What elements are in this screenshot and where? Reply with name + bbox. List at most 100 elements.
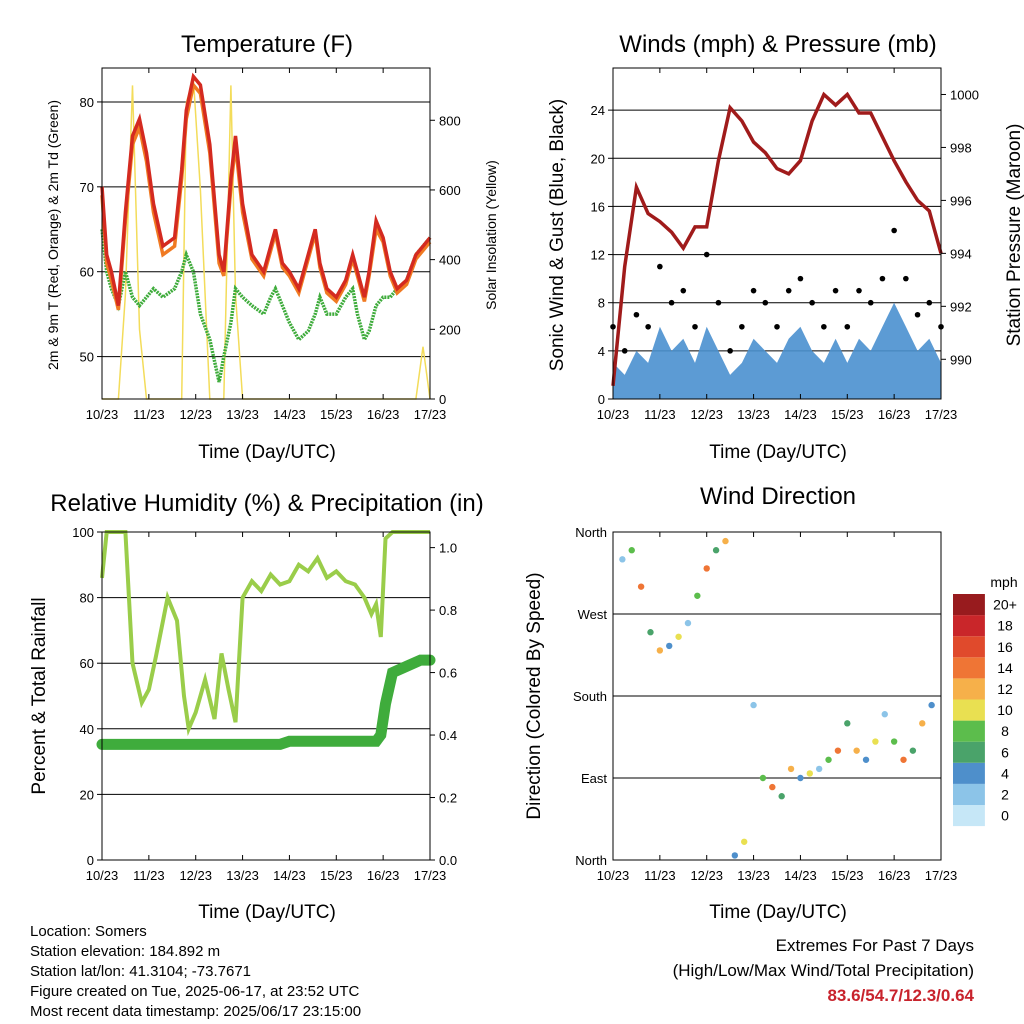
y2-tick-label: 998 — [950, 140, 972, 155]
direction-point — [834, 747, 842, 754]
humidity-marks — [96, 530, 436, 750]
y-tick-label: East — [581, 771, 607, 786]
direction-point — [684, 619, 692, 627]
x-tick-label: 13/23 — [226, 407, 259, 422]
y2-tick-label: 990 — [950, 352, 972, 367]
direction-point — [890, 738, 898, 745]
gust-point — [692, 323, 698, 330]
direction-panel: Wind Direction Time (Day/UTC) Direction … — [524, 483, 1018, 923]
y-tick-label: North — [575, 525, 607, 540]
x-tick-label: 15/23 — [320, 868, 353, 883]
colorbar-swatch — [953, 594, 985, 616]
humidity-xlabel: Time (Day/UTC) — [198, 902, 336, 923]
colorbar-swatch — [953, 678, 985, 700]
winds-ticks: 10/23 11/23 12/23 13/23 14/23 15/23 16/23 17/23… — [591, 68, 979, 422]
extremes-values: 83.6/54.7/12.3/0.64 — [827, 986, 974, 1005]
direction-point — [872, 738, 879, 745]
direction-ylabel-left: Direction (Colored By Speed) — [524, 572, 545, 819]
x-tick-label: 11/23 — [644, 407, 676, 422]
colorbar-label: 4 — [1001, 765, 1009, 781]
y-tick-label: 80 — [80, 95, 94, 110]
y-tick-label: West — [578, 607, 608, 622]
humidity-frame — [101, 531, 431, 861]
x-tick-label: 16/23 — [878, 868, 911, 883]
direction-point — [909, 747, 917, 754]
y2-tick-label: 0.4 — [439, 728, 457, 743]
x-tick-label: 13/23 — [737, 407, 770, 422]
direction-point — [731, 852, 739, 859]
location-text: Location: Somers — [30, 923, 147, 940]
y-tick-label: 4 — [598, 344, 605, 359]
colorbar-swatch — [953, 741, 985, 763]
direction-point — [694, 592, 701, 599]
colorbar-swatch — [953, 783, 985, 805]
colorbar-label: 18 — [997, 618, 1013, 634]
direction-point — [703, 565, 710, 572]
direction-xlabel: Time (Day/UTC) — [709, 902, 847, 923]
x-tick-label: 12/23 — [690, 407, 723, 422]
gust-point — [856, 287, 862, 294]
gust-point — [844, 323, 851, 330]
gust-point — [867, 299, 874, 306]
x-tick-label: 10/23 — [597, 868, 630, 883]
x-tick-label: 12/23 — [690, 868, 723, 883]
temperature-xlabel: Time (Day/UTC) — [198, 442, 336, 463]
direction-title: Wind Direction — [700, 483, 856, 510]
x-tick-label: 16/23 — [367, 407, 400, 422]
y2-tick-label: 0 — [439, 392, 446, 407]
y-tick-label: 12 — [591, 248, 605, 263]
gust-point — [879, 275, 886, 282]
direction-point — [919, 720, 926, 727]
direction-point — [769, 783, 776, 791]
x-tick-label: 16/23 — [878, 407, 911, 422]
extremes-title: Extremes For Past 7 Days — [775, 936, 974, 955]
x-tick-label: 10/23 — [597, 407, 630, 422]
winds-title: Winds (mph) & Pressure (mb) — [619, 31, 936, 58]
station-info: Location: Somers Station elevation: 184.… — [30, 922, 361, 1022]
direction-point — [647, 629, 654, 636]
y2-tick-label: 0.0 — [439, 853, 457, 868]
colorbar-label: 2 — [1001, 786, 1009, 802]
extremes-box: Extremes For Past 7 Days (High/Low/Max W… — [673, 933, 974, 1008]
x-tick-label: 14/23 — [273, 407, 306, 422]
colorbar-swatch — [953, 636, 985, 658]
gust-point — [821, 323, 827, 330]
colorbar-swatch — [953, 657, 985, 679]
direction-marks — [619, 537, 935, 859]
colorbar-label: 6 — [1001, 744, 1009, 760]
colorbar-label: 14 — [997, 660, 1013, 676]
x-tick-label: 12/23 — [179, 407, 212, 422]
latlon-text: Station lat/lon: 41.3104; -73.7671 — [30, 963, 252, 980]
direction-point — [862, 756, 870, 763]
temperature-ylabel-left: 2m & 9m T (Red, Orange) & 2m Td (Green) — [45, 100, 61, 370]
y2-tick-label: 0.8 — [439, 603, 457, 618]
colorbar-label: 8 — [1001, 723, 1009, 739]
direction-point — [778, 793, 785, 800]
colorbar-label: 0 — [1001, 808, 1009, 824]
x-tick-label: 16/23 — [367, 868, 400, 883]
direction-point — [825, 756, 832, 763]
winds-xlabel: Time (Day/UTC) — [709, 442, 847, 463]
direction-point — [928, 701, 935, 709]
y2-tick-label: 400 — [439, 253, 461, 268]
y-tick-label: 0 — [598, 392, 605, 407]
gust-point — [926, 299, 933, 306]
direction-point — [806, 770, 813, 777]
direction-colorbar: 0 2 4 6 8 10 12 14 16 18 20+ — [953, 594, 1017, 827]
gust-point — [903, 275, 909, 282]
y-tick-label: 40 — [80, 722, 94, 737]
x-tick-label: 12/23 — [179, 868, 212, 883]
direction-point — [787, 765, 795, 773]
total-rainfall-line — [96, 654, 436, 750]
sonic-wind-area — [613, 302, 941, 399]
colorbar-title: mph — [990, 574, 1017, 590]
direction-point — [628, 547, 635, 554]
y2-tick-label: 0.6 — [439, 666, 457, 681]
x-tick-label: 17/23 — [414, 868, 447, 883]
y2-tick-label: 994 — [950, 246, 972, 261]
direction-point — [656, 647, 664, 654]
y-tick-label: 60 — [80, 656, 94, 671]
gust-point — [809, 299, 815, 306]
gust-point — [832, 287, 839, 294]
